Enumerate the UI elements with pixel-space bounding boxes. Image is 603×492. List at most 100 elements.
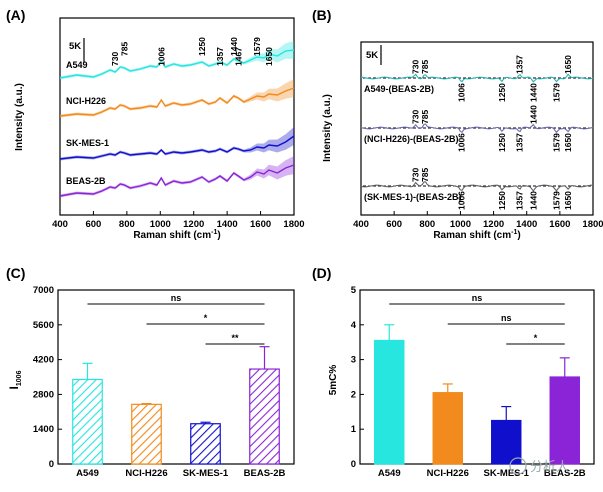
xtick-label-600: 600 <box>386 219 402 230</box>
peak-up-0-785: 785 <box>420 60 430 74</box>
bar-A549 <box>72 378 103 465</box>
series-line-3 <box>59 164 295 197</box>
peak-down-1-1006: 1006 <box>456 133 466 152</box>
panel-b-frame <box>360 41 594 216</box>
peak-down-2-1579: 1579 <box>551 191 561 210</box>
xtick-label-800: 800 <box>119 219 135 230</box>
peak-down-1-1650: 1650 <box>563 133 573 152</box>
series-band-1 <box>60 79 294 118</box>
diff-line-0 <box>360 73 594 83</box>
peak-label-1250: 1250 <box>197 37 207 56</box>
ytick-label-1400: 1400 <box>33 424 54 435</box>
peak-label-1579: 1579 <box>252 37 262 56</box>
peak-up-0-1357: 1357 <box>515 55 525 74</box>
watermark: 分析人 <box>509 457 569 475</box>
panel-c-frame <box>57 289 295 465</box>
xtick-label-1000: 1000 <box>150 219 171 230</box>
category-label-NCI-H226: NCI-H226 <box>427 468 469 479</box>
panel-b-xlabel: Raman shift (cm-1) <box>433 229 520 241</box>
peak-up-1-1440: 1440 <box>528 105 538 124</box>
peak-down-2-1250: 1250 <box>497 191 507 210</box>
panel-c-plot: 0 1400 2800 4200 5600 7000 A549 NCI-H226 SK-MES-… <box>33 285 286 479</box>
xtick-label-800: 800 <box>419 219 435 230</box>
xtick-label-1400: 1400 <box>217 219 238 230</box>
panel-c-label: (C) <box>6 265 25 281</box>
sig-label-1: ns <box>501 313 512 323</box>
bar-NCI-H226 <box>131 403 162 465</box>
peak-down-1-1250: 1250 <box>497 133 507 152</box>
xtick-label-1800: 1800 <box>283 219 304 230</box>
peak-down-0-1006: 1006 <box>456 83 466 102</box>
peak-label-1357: 1357 <box>215 47 225 66</box>
xtick-label-1200: 1200 <box>183 219 204 230</box>
bar-BEAS-2B <box>549 376 580 465</box>
panel-a-xticks: 400 600 800 1000 1200 1400 1600 1800 <box>52 211 305 230</box>
panel-b-ylabel: Intensity (a.u.) <box>322 94 333 162</box>
bar-BEAS-2B <box>249 368 280 465</box>
watermark-text: 分析人 <box>530 459 569 474</box>
sig-label-0: ns <box>472 293 483 303</box>
watermark-icon <box>509 457 527 475</box>
series-label-2: SK-MES-1 <box>66 138 109 148</box>
category-label-A549: A549 <box>76 468 99 479</box>
peak-label-1467: 1467 <box>233 47 243 66</box>
peak-up-0-1650: 1650 <box>563 55 573 74</box>
ytick-label-1: 1 <box>351 424 357 435</box>
xtick-label-1400: 1400 <box>516 219 537 230</box>
panel-a-scalebar-label: 5K <box>69 41 81 52</box>
xtick-label-1600: 1600 <box>549 219 570 230</box>
xtick-label-1600: 1600 <box>250 219 271 230</box>
panel-a-ylabel: Intensity (a.u.) <box>14 83 25 151</box>
peak-up-1-785: 785 <box>420 110 430 124</box>
panel-b-scalebar-label: 5K <box>366 50 378 61</box>
panel-d-label: (D) <box>312 265 331 281</box>
diff-label-0: A549-(BEAS-2B) <box>364 84 434 94</box>
series-line-1 <box>59 87 295 117</box>
panel-d-ylabel: 5mC% <box>328 365 339 396</box>
xtick-label-1000: 1000 <box>450 219 471 230</box>
panel-d-plot: 0 1 2 3 4 5 A549 NCI-H226 SK-MES-1 BEAS-2B ns ns * <box>351 285 586 479</box>
sig-label-1: * <box>204 313 208 323</box>
peak-down-2-1440: 1440 <box>528 191 538 210</box>
peak-down-1-1579: 1579 <box>551 133 561 152</box>
xtick-label-400: 400 <box>52 219 68 230</box>
diff-line-2 <box>360 181 593 192</box>
peak-up-2-730: 730 <box>411 168 421 182</box>
panel-c: (C) 0 1400 2800 4200 5600 7000 A549 NCI-H226 SK-… <box>6 265 295 479</box>
bar-NCI-H226 <box>432 392 463 465</box>
peak-up-0-730: 730 <box>411 60 421 74</box>
sig-label-2: * <box>534 333 538 343</box>
bar-SK-MES-1 <box>491 419 522 465</box>
category-label-NCI-H226: NCI-H226 <box>125 468 167 479</box>
peak-label-1440: 1440 <box>229 37 239 56</box>
ytick-label-5600: 5600 <box>33 320 54 331</box>
ytick-label-4: 4 <box>351 320 357 331</box>
panel-d-frame <box>359 289 595 465</box>
peak-down-1-1357: 1357 <box>515 133 525 152</box>
xtick-label-1200: 1200 <box>483 219 504 230</box>
peak-label-1650: 1650 <box>264 47 274 66</box>
peak-down-0-1250: 1250 <box>497 83 507 102</box>
category-label-A549: A549 <box>378 468 401 479</box>
bar-SK-MES-1 <box>190 423 221 465</box>
peak-up-1-730: 730 <box>411 110 421 124</box>
series-band-2 <box>60 127 294 161</box>
peak-label-785: 785 <box>119 42 129 56</box>
xtick-label-1800: 1800 <box>582 219 603 230</box>
peak-down-2-1650: 1650 <box>563 191 573 210</box>
category-label-SK-MES-1: SK-MES-1 <box>183 468 229 479</box>
panel-a-label: (A) <box>6 7 25 23</box>
series-label-0: A549 <box>66 60 88 70</box>
ytick-label-3: 3 <box>351 355 356 366</box>
panel-a-series: A549 NCI-H226 SK-MES-1 BEAS-2B <box>59 41 295 198</box>
ytick-label-7000: 7000 <box>33 285 54 296</box>
series-label-1: NCI-H226 <box>66 96 106 106</box>
ytick-label-0: 0 <box>351 459 356 470</box>
panel-a-xlabel: Raman shift (cm-1) <box>133 229 220 241</box>
series-label-3: BEAS-2B <box>66 176 106 186</box>
peak-down-2-1357: 1357 <box>515 191 525 210</box>
peak-down-2-1006: 1006 <box>456 191 466 210</box>
